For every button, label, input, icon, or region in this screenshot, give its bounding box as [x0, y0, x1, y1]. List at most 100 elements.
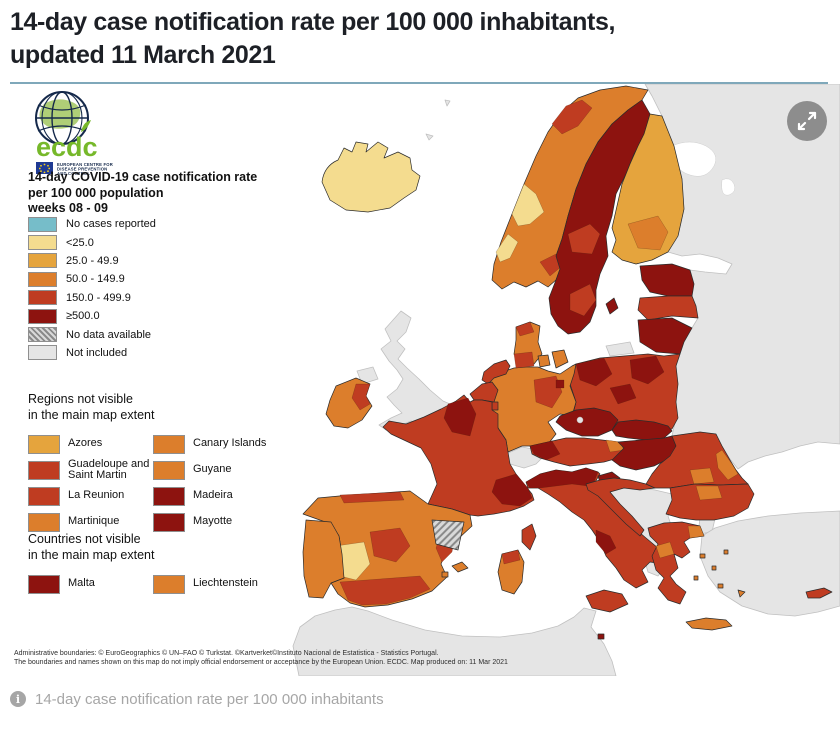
map-region-austria-tyrol: [529, 440, 561, 461]
map-legend-title-text: 14-day COVID-19 case notification rate p…: [28, 170, 258, 200]
map-region-italy-campania: [595, 529, 617, 555]
region-legend-label: Mayotte: [193, 515, 233, 528]
map-region-poland-p3: [609, 383, 637, 405]
legend-item-label: No data available: [66, 328, 152, 341]
map-region-iceland: [321, 141, 421, 213]
legend-item-label: Not included: [66, 346, 128, 359]
info-icon: i: [10, 691, 26, 707]
regions-legend-title-line1: Regions not visible: [28, 392, 133, 406]
ecdc-org-line3: AND CONTROL: [57, 171, 90, 176]
map-region-germany-p2: [513, 351, 535, 369]
footnote-line2: The boundaries and names shown on this m…: [14, 659, 508, 667]
map-region-norway-p3: [551, 99, 593, 135]
regions-legend-grid: Azores Canary Islands Guadeloupe and Sai…: [28, 431, 278, 535]
map-legend-title: 14-day COVID-19 case notification rate p…: [28, 170, 264, 217]
map-region-netherlands: [481, 359, 511, 385]
figure-caption: i 14-day case notification rate per 100 …: [0, 676, 840, 713]
region-legend-item: Guyane: [153, 457, 278, 483]
region-legend-item: La Reunion: [28, 483, 153, 509]
region-legend-label: Guyane: [193, 463, 232, 476]
legend-item: 50.0 - 149.9: [28, 270, 156, 288]
map-region-shetland: [444, 99, 451, 107]
map-region-lithuania: [637, 317, 693, 355]
legend-item-label: ≥500.0: [66, 310, 100, 323]
country-legend-item: Malta: [28, 571, 153, 597]
legend-color-swatch: [28, 290, 57, 306]
region-legend-item: Guadeloupe and Saint Martin: [28, 457, 153, 483]
expand-map-button[interactable]: [787, 101, 827, 141]
map-legend-weeks: weeks 08 - 09: [28, 201, 108, 216]
page-title: 14-day case notification rate per 100 00…: [10, 6, 828, 72]
legend-color-swatch: [28, 216, 57, 232]
country-legend-label: Liechtenstein: [193, 577, 258, 590]
map-figure: ecdc EUROPEAN CENTRE FOR DISEASE PREVENT…: [0, 84, 840, 676]
region-legend-label: Canary Islands: [193, 437, 267, 450]
legend-item-label: 150.0 - 499.9: [66, 291, 131, 304]
region-legend-item: Azores: [28, 431, 153, 457]
region-color-swatch: [28, 460, 60, 480]
map-region-denmark-fyn: [537, 354, 551, 368]
map-region-denmark-zealand: [551, 349, 569, 369]
region-legend-item: Martinique: [28, 509, 153, 535]
map-region-poland-p1: [575, 357, 613, 387]
country-color-swatch: [153, 574, 185, 594]
legend-item-label: 25.0 - 49.9: [66, 254, 119, 267]
region-legend-item: Mayotte: [153, 509, 278, 535]
map-region-sweden-p2: [569, 283, 597, 317]
regions-legend-title-line2: in the main map extent: [28, 407, 155, 422]
region-legend-label: Madeira: [193, 489, 233, 502]
map-region-malta: [597, 633, 605, 640]
country-legend-label: Malta: [68, 577, 95, 590]
region-legend-label: Azores: [68, 437, 103, 450]
map-legend: No cases reported <25.0 25.0 - 49.9 50.0…: [28, 215, 156, 362]
region-legend-label: La Reunion: [68, 489, 125, 502]
map-not-included-group: [292, 84, 840, 676]
map-region-sardinia-p1: [501, 549, 521, 565]
map-countries-group: [302, 85, 833, 640]
map-region-portugal: [302, 519, 345, 599]
map-region-bulgaria-p1: [695, 485, 723, 501]
map-region-romania-p1: [715, 449, 739, 481]
map-region-luxembourg: [491, 401, 499, 411]
region-color-swatch: [28, 486, 60, 506]
ecdc-logo-graphic: ecdc EUROPEAN CENTRE FOR DISEASE PREVENT…: [35, 91, 113, 176]
countries-legend-title: Countries not visible in the main map ex…: [28, 532, 278, 563]
figure-caption-text: 14-day case notification rate per 100 00…: [35, 690, 384, 708]
footnote-line1: Administrative boundaries: © EuroGeograp…: [14, 650, 439, 657]
legend-color-swatch: [28, 327, 57, 343]
legend-item: No cases reported: [28, 215, 156, 233]
map-region-prague-spot: [576, 416, 584, 424]
map-region-aegean-islands: [693, 549, 746, 598]
countries-not-visible-legend: Countries not visible in the main map ex…: [28, 532, 278, 597]
map-region-faroe: [425, 133, 434, 141]
map-region-spain-nodata: [431, 519, 465, 551]
map-region-norway-p2: [495, 233, 519, 263]
region-legend-item: Canary Islands: [153, 431, 278, 457]
header: 14-day case notification rate per 100 00…: [0, 0, 840, 84]
map-region-cyprus: [805, 587, 833, 599]
country-legend-item: Liechtenstein: [153, 571, 278, 597]
map-region-russian-lakes: [671, 141, 736, 196]
countries-legend-grid: Malta Liechtenstein: [28, 571, 278, 597]
map-region-sweden-gotland: [605, 297, 619, 315]
map-region-ireland-p1: [351, 383, 371, 411]
region-color-swatch: [28, 434, 60, 454]
regions-legend-title: Regions not visible in the main map exte…: [28, 392, 278, 423]
map-region-bulgaria: [665, 483, 755, 521]
legend-color-swatch: [28, 271, 57, 287]
region-color-swatch: [153, 460, 185, 480]
map-region-denmark-p1: [515, 321, 535, 337]
legend-item-label: <25.0: [66, 236, 94, 249]
map-region-latvia: [637, 295, 699, 321]
map-region-hungary: [611, 435, 677, 471]
map-region-sweden-p1: [567, 223, 601, 255]
legend-item: No data available: [28, 325, 156, 343]
regions-not-visible-legend: Regions not visible in the main map exte…: [28, 392, 278, 535]
page-title-line1: 14-day case notification rate per 100 00…: [10, 8, 616, 36]
map-region-germany-berlin: [555, 379, 565, 389]
region-legend-item: Madeira: [153, 483, 278, 509]
country-color-swatch: [28, 574, 60, 594]
ecdc-org-line2: DISEASE PREVENTION: [57, 167, 107, 172]
title-underline: [10, 82, 828, 84]
